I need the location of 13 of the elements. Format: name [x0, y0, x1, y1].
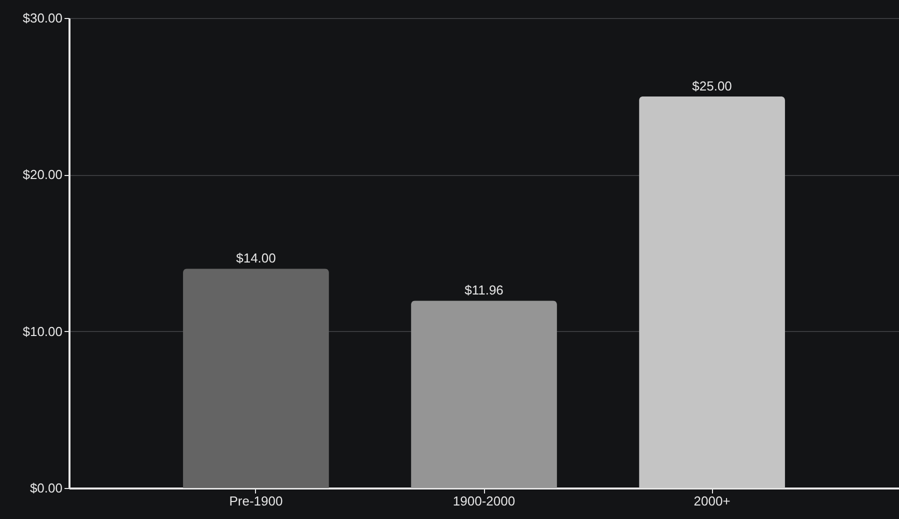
x-tick-label: 1900-2000 [452, 494, 516, 508]
y-tick-label: $10.00 [22, 324, 62, 339]
x-tick-label: 2000+ [694, 494, 730, 508]
y-tick-label: $30.00 [22, 10, 62, 26]
data-label: $11.96 [464, 282, 504, 298]
bar [183, 268, 329, 488]
y-tick-label: $0.00 [30, 480, 62, 496]
bar [411, 300, 557, 488]
x-tick-label: Pre-1900 [229, 494, 283, 508]
data-label: $14.00 [236, 250, 276, 266]
data-label: $25.00 [692, 78, 732, 94]
bar [639, 96, 785, 488]
y-tick-label: $20.00 [22, 167, 62, 182]
